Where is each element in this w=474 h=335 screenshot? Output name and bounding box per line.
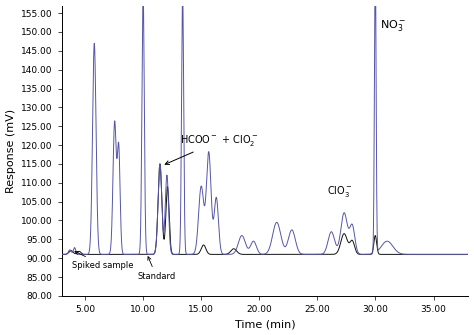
Text: Standard: Standard	[137, 257, 175, 281]
Text: NO$_3^-$: NO$_3^-$	[380, 18, 407, 33]
X-axis label: Time (min): Time (min)	[235, 320, 295, 329]
Text: ClO$_3^-$: ClO$_3^-$	[327, 184, 352, 199]
Text: Spiked sample: Spiked sample	[72, 252, 134, 270]
Y-axis label: Response (mV): Response (mV)	[6, 109, 16, 193]
Text: HCOO$^-$ + ClO$_2^-$: HCOO$^-$ + ClO$_2^-$	[165, 133, 258, 164]
